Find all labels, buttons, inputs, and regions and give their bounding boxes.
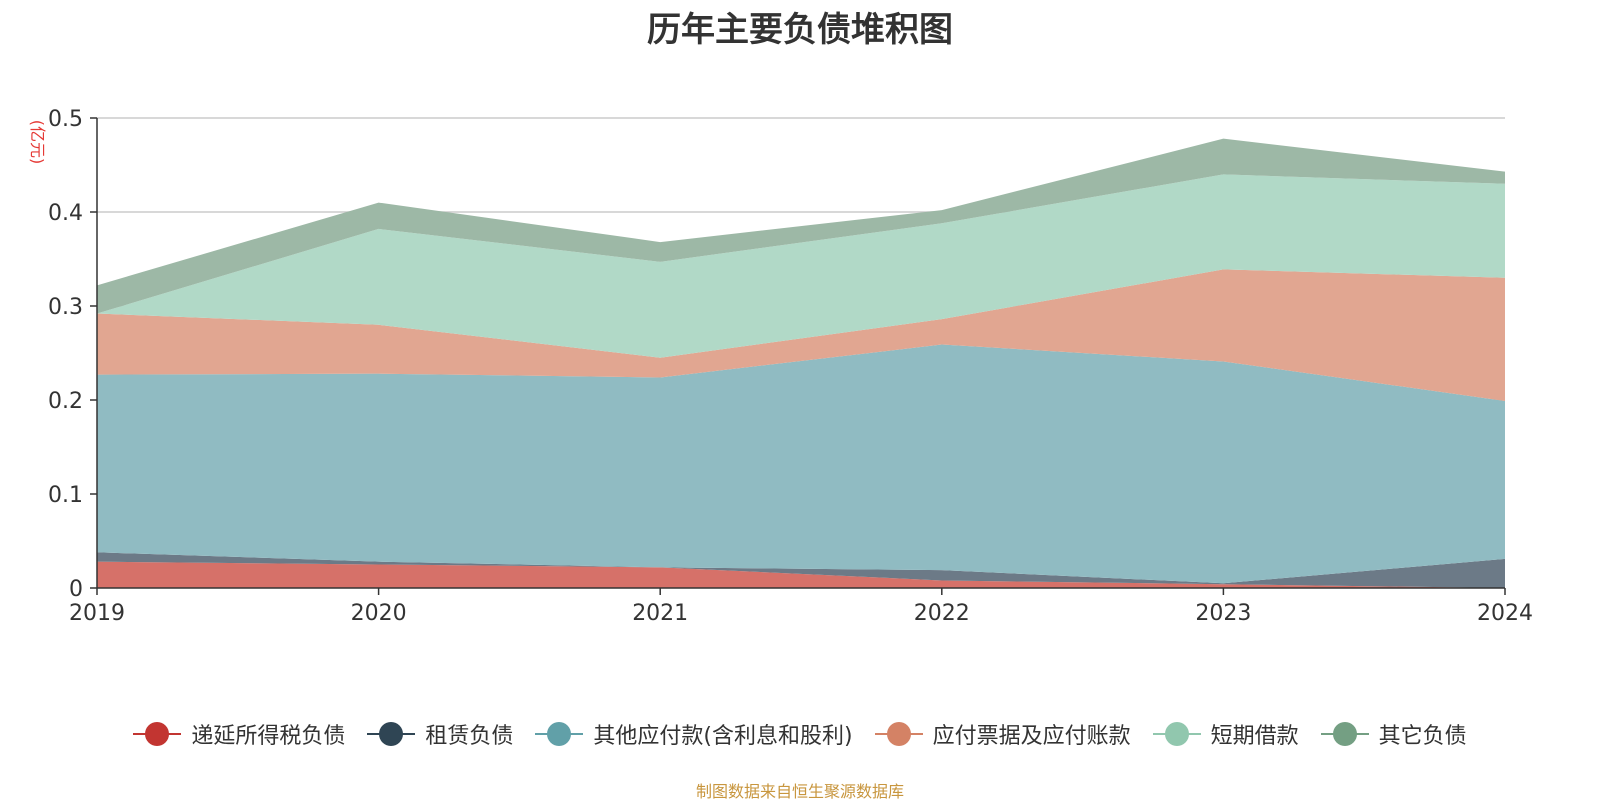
y-tick-label: 0 xyxy=(69,577,83,602)
y-tick-label: 0.5 xyxy=(48,107,83,132)
legend-label: 短期借款 xyxy=(1210,724,1299,749)
legend-label: 应付票据及应付账款 xyxy=(932,724,1131,749)
legend-marker-icon xyxy=(1320,722,1369,746)
y-tick-label: 0.4 xyxy=(48,201,83,226)
legend: 递延所得税负债 租赁负债 其他应付款(含利息和股利) 应付票据及应付账款 短期借款 其它负… xyxy=(0,718,1600,750)
legend-label: 其他应付款(含利息和股利) xyxy=(593,724,853,749)
x-tick-label: 2023 xyxy=(1195,601,1251,626)
y-axis-unit: (亿元) xyxy=(28,120,47,165)
axes: 0 0.1 0.2 0.3 0.4 0.5 2019 2020 2021 2022 2023 2024 xyxy=(48,107,1533,626)
x-tick-label: 2024 xyxy=(1477,601,1533,626)
x-tick-label: 2019 xyxy=(69,601,125,626)
legend-item[interactable]: 递延所得税负债 xyxy=(133,718,345,750)
x-tick-label: 2022 xyxy=(914,601,970,626)
legend-marker-icon xyxy=(367,722,416,746)
legend-label: 租赁负债 xyxy=(425,724,514,749)
legend-label: 其它负债 xyxy=(1378,724,1467,749)
area-series-6 xyxy=(97,138,1505,314)
legend-item[interactable]: 短期借款 xyxy=(1152,718,1299,750)
legend-item[interactable]: 其他应付款(含利息和股利) xyxy=(535,718,853,750)
legend-label: 递延所得税负债 xyxy=(191,724,346,749)
area-series-4 xyxy=(97,269,1505,401)
y-tick-label: 0.3 xyxy=(48,295,83,320)
legend-item[interactable]: 其它负债 xyxy=(1320,718,1467,750)
x-tick-label: 2021 xyxy=(632,601,688,626)
legend-item[interactable]: 租赁负债 xyxy=(367,718,513,750)
area-series-1 xyxy=(97,561,1505,588)
area-series-5 xyxy=(97,174,1505,358)
legend-item[interactable]: 应付票据及应付账款 xyxy=(874,718,1131,750)
source-note: 制图数据来自恒生聚源数据库 xyxy=(695,782,904,801)
y-tick-label: 0.2 xyxy=(48,389,83,414)
chart-title: 历年主要负债堆积图 xyxy=(647,10,953,50)
area-series-3 xyxy=(97,344,1505,584)
legend-marker-icon xyxy=(133,722,182,746)
legend-marker-icon xyxy=(1152,722,1201,746)
legend-marker-icon xyxy=(874,722,923,746)
area-series-2 xyxy=(97,552,1505,588)
y-tick-label: 0.1 xyxy=(48,483,83,508)
legend-marker-icon xyxy=(535,722,584,746)
x-tick-label: 2020 xyxy=(351,601,407,626)
stacked-areas xyxy=(97,138,1505,588)
